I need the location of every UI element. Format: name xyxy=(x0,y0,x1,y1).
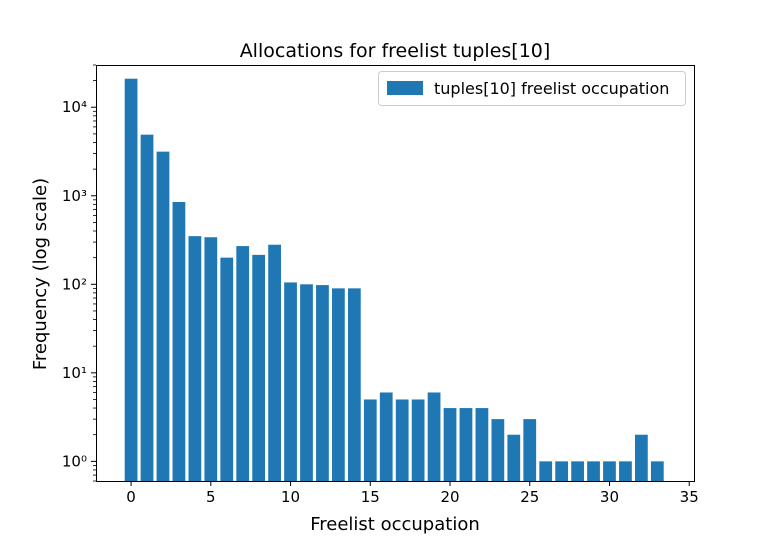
bar xyxy=(140,134,154,482)
bar xyxy=(411,399,425,481)
bar xyxy=(555,461,569,481)
x-tick-label: 5 xyxy=(206,488,216,506)
x-tick-label: 30 xyxy=(600,488,619,506)
y-tick-label: 10¹ xyxy=(62,364,87,382)
bars xyxy=(124,78,664,482)
legend-label: tuples[10] freelist occupation xyxy=(434,79,669,98)
x-axis: 0 5 10 15 20 25 30 35 xyxy=(126,481,699,506)
bar xyxy=(188,236,202,481)
bar xyxy=(507,434,521,481)
bar xyxy=(252,254,266,481)
bar xyxy=(347,288,361,481)
bar xyxy=(571,461,584,481)
bar xyxy=(172,202,186,481)
bar xyxy=(332,288,345,481)
x-tick-label: 10 xyxy=(281,488,300,506)
bar xyxy=(443,408,457,481)
x-axis-label: Freelist occupation xyxy=(310,514,480,535)
bar xyxy=(316,285,329,481)
legend-swatch xyxy=(387,81,423,95)
bar xyxy=(650,461,664,481)
legend-box xyxy=(378,71,686,106)
x-tick-label: 0 xyxy=(126,488,136,506)
bar xyxy=(268,244,281,481)
bar xyxy=(539,461,553,481)
y-tick-label: 10⁴ xyxy=(62,98,87,116)
chart-title: Allocations for freelist tuples[10] xyxy=(240,40,551,62)
bar xyxy=(427,392,441,481)
x-tick-label: 25 xyxy=(520,488,539,506)
y-tick-label: 10² xyxy=(62,275,87,293)
bar xyxy=(491,419,505,481)
bar xyxy=(204,237,218,481)
legend: tuples[10] freelist occupation xyxy=(378,71,686,106)
bar xyxy=(236,246,250,481)
bar xyxy=(523,419,537,481)
y-axis-label: Frequency (log scale) xyxy=(30,178,51,370)
bar xyxy=(220,257,234,481)
bar xyxy=(475,408,489,481)
y-axis: 10⁰ 10¹ 10² 10³ 10⁴ xyxy=(62,64,96,482)
bar xyxy=(603,461,616,481)
bar xyxy=(284,282,297,481)
bar xyxy=(156,151,170,481)
bar xyxy=(363,399,377,481)
bar xyxy=(395,399,409,481)
x-tick-label: 35 xyxy=(680,488,699,506)
x-tick-label: 20 xyxy=(440,488,459,506)
bar xyxy=(300,284,313,481)
bar xyxy=(459,408,473,481)
bar xyxy=(124,78,138,482)
x-tick-label: 15 xyxy=(361,488,380,506)
bar xyxy=(635,434,648,481)
y-tick-label: 10⁰ xyxy=(62,452,87,470)
plot-frame xyxy=(96,65,695,482)
bar xyxy=(619,461,632,481)
bar xyxy=(379,392,393,481)
bar xyxy=(587,461,600,481)
y-tick-label: 10³ xyxy=(62,187,87,205)
